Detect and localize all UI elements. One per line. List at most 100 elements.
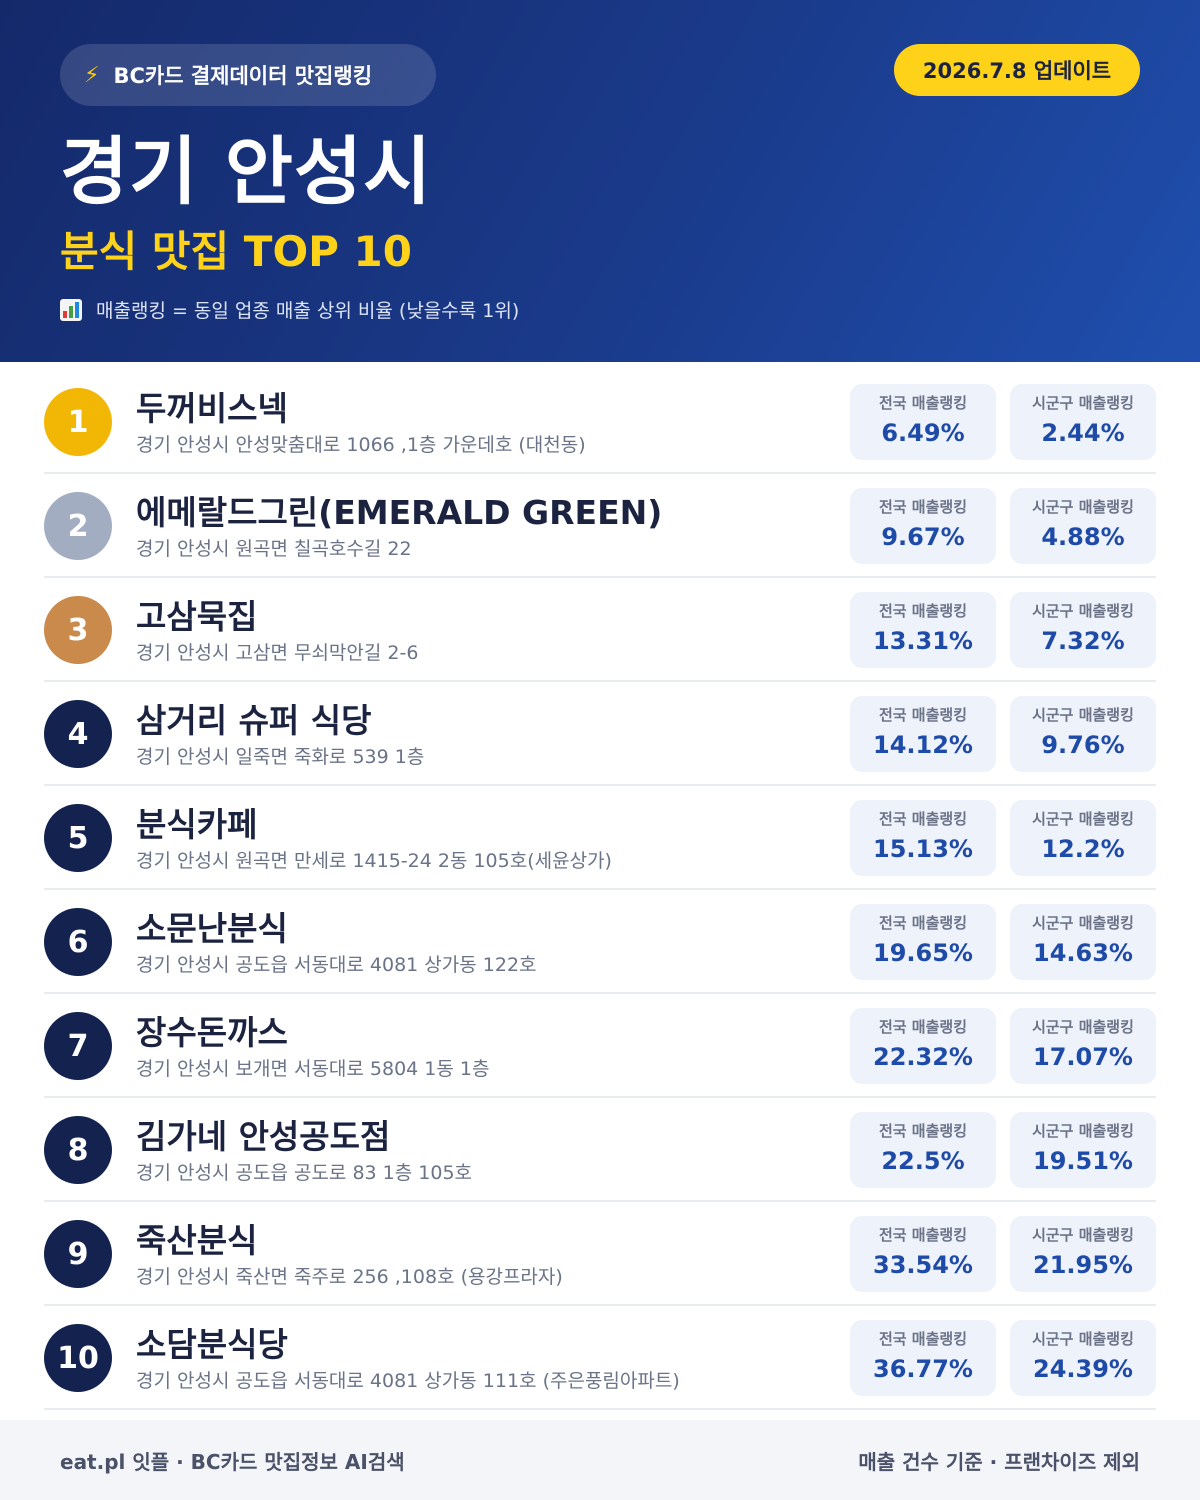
restaurant-name[interactable]: 두꺼비스넥 xyxy=(136,389,288,428)
local-ranking-value: 12.2% xyxy=(1041,835,1125,863)
restaurant-name[interactable]: 소문난분식 xyxy=(136,909,288,948)
local-ranking-card: 시군구 매출랭킹 19.51% xyxy=(1010,1112,1156,1188)
local-ranking-label: 시군구 매출랭킹 xyxy=(1032,1122,1134,1140)
bar-chart-icon xyxy=(60,298,82,321)
national-ranking-card: 전국 매출랭킹 9.67% xyxy=(850,488,996,564)
local-ranking-card: 시군구 매출랭킹 9.76% xyxy=(1010,696,1156,772)
ranking-note-text: 매출랭킹 = 동일 업종 매출 상위 비율 (낮을수록 1위) xyxy=(96,300,520,322)
restaurant-name[interactable]: 삼거리 슈퍼 식당 xyxy=(136,701,372,740)
restaurant-address: 경기 안성시 원곡면 칠곡호수길 22 xyxy=(136,538,412,560)
local-ranking-label: 시군구 매출랭킹 xyxy=(1032,1018,1134,1036)
restaurant-address: 경기 안성시 공도읍 서동대로 4081 상가동 111호 (주은풍림아파트) xyxy=(136,1370,680,1392)
national-ranking-label: 전국 매출랭킹 xyxy=(878,1226,968,1244)
local-ranking-card: 시군구 매출랭킹 17.07% xyxy=(1010,1008,1156,1084)
national-ranking-card: 전국 매출랭킹 22.32% xyxy=(850,1008,996,1084)
local-ranking-label: 시군구 매출랭킹 xyxy=(1032,394,1134,412)
footer-criteria: 매출 건수 기준 · 프랜차이즈 제외 xyxy=(858,1450,1140,1474)
restaurant-name[interactable]: 소담분식당 xyxy=(136,1325,288,1364)
national-ranking-card: 전국 매출랭킹 33.54% xyxy=(850,1216,996,1292)
restaurant-address: 경기 안성시 고삼면 무쇠막안길 2-6 xyxy=(136,642,419,664)
list-item[interactable]: 1 두꺼비스넥 경기 안성시 안성맞춤대로 1066 ,1층 가운데호 (대천동) 전… xyxy=(44,370,1156,474)
footer-source: eat.pl 잇플 · BC카드 맛집정보 AI검색 xyxy=(60,1450,405,1474)
list-item[interactable]: 2 에메랄드그린(EMERALD GREEN) 경기 안성시 원곡면 칠곡호수길 2… xyxy=(44,474,1156,578)
national-ranking-card: 전국 매출랭킹 15.13% xyxy=(850,800,996,876)
national-ranking-value: 15.13% xyxy=(873,835,973,863)
restaurant-name[interactable]: 김가네 안성공도점 xyxy=(136,1117,391,1156)
list-item[interactable]: 4 삼거리 슈퍼 식당 경기 안성시 일죽면 죽화로 539 1층 전국 매출랭킹 14… xyxy=(44,682,1156,786)
restaurant-name[interactable]: 고삼묵집 xyxy=(136,597,258,636)
rank-badge: 6 xyxy=(44,908,112,976)
local-ranking-value: 2.44% xyxy=(1041,419,1125,447)
header-banner: ⚡ BC카드 결제데이터 맛집랭킹 2026.7.8 업데이트 경기 안성시 분… xyxy=(0,0,1200,362)
update-badge: 2026.7.8 업데이트 xyxy=(894,44,1140,96)
national-ranking-label: 전국 매출랭킹 xyxy=(878,1330,968,1348)
local-ranking-label: 시군구 매출랭킹 xyxy=(1032,706,1134,724)
rank-badge: 2 xyxy=(44,492,112,560)
restaurant-name[interactable]: 분식카페 xyxy=(136,805,258,844)
national-ranking-label: 전국 매출랭킹 xyxy=(878,810,968,828)
restaurant-address: 경기 안성시 안성맞춤대로 1066 ,1층 가운데호 (대천동) xyxy=(136,434,586,456)
local-ranking-card: 시군구 매출랭킹 4.88% xyxy=(1010,488,1156,564)
ranking-note: 매출랭킹 = 동일 업종 매출 상위 비율 (낮을수록 1위) xyxy=(60,296,519,323)
local-ranking-card: 시군구 매출랭킹 12.2% xyxy=(1010,800,1156,876)
restaurant-address: 경기 안성시 공도읍 공도로 83 1층 105호 xyxy=(136,1162,473,1184)
lightning-icon: ⚡ xyxy=(84,62,100,88)
national-ranking-card: 전국 매출랭킹 22.5% xyxy=(850,1112,996,1188)
national-ranking-value: 36.77% xyxy=(873,1355,973,1383)
national-ranking-value: 6.49% xyxy=(881,419,965,447)
local-ranking-value: 19.51% xyxy=(1033,1147,1133,1175)
restaurant-name[interactable]: 에메랄드그린(EMERALD GREEN) xyxy=(136,493,663,532)
footer: eat.pl 잇플 · BC카드 맛집정보 AI검색 매출 건수 기준 · 프랜… xyxy=(0,1420,1200,1500)
national-ranking-label: 전국 매출랭킹 xyxy=(878,1122,968,1140)
list-item[interactable]: 9 죽산분식 경기 안성시 죽산면 죽주로 256 ,108호 (용강프라자) 전국 … xyxy=(44,1202,1156,1306)
list-item[interactable]: 10 소담분식당 경기 안성시 공도읍 서동대로 4081 상가동 111호 (주은… xyxy=(44,1306,1156,1410)
local-ranking-card: 시군구 매출랭킹 7.32% xyxy=(1010,592,1156,668)
local-ranking-label: 시군구 매출랭킹 xyxy=(1032,914,1134,932)
national-ranking-value: 19.65% xyxy=(873,939,973,967)
rank-badge: 7 xyxy=(44,1012,112,1080)
national-ranking-value: 9.67% xyxy=(881,523,965,551)
page-title: 경기 안성시 xyxy=(60,129,433,215)
rank-badge: 5 xyxy=(44,804,112,872)
local-ranking-card: 시군구 매출랭킹 24.39% xyxy=(1010,1320,1156,1396)
national-ranking-value: 22.32% xyxy=(873,1043,973,1071)
source-pill: ⚡ BC카드 결제데이터 맛집랭킹 xyxy=(60,44,436,106)
restaurant-name[interactable]: 장수돈까스 xyxy=(136,1013,288,1052)
national-ranking-label: 전국 매출랭킹 xyxy=(878,914,968,932)
local-ranking-value: 14.63% xyxy=(1033,939,1133,967)
list-item[interactable]: 3 고삼묵집 경기 안성시 고삼면 무쇠막안길 2-6 전국 매출랭킹 13.31% 시군… xyxy=(44,578,1156,682)
local-ranking-value: 21.95% xyxy=(1033,1251,1133,1279)
local-ranking-value: 17.07% xyxy=(1033,1043,1133,1071)
national-ranking-card: 전국 매출랭킹 6.49% xyxy=(850,384,996,460)
national-ranking-value: 13.31% xyxy=(873,627,973,655)
national-ranking-card: 전국 매출랭킹 19.65% xyxy=(850,904,996,980)
local-ranking-label: 시군구 매출랭킹 xyxy=(1032,602,1134,620)
local-ranking-value: 9.76% xyxy=(1041,731,1125,759)
national-ranking-label: 전국 매출랭킹 xyxy=(878,498,968,516)
restaurant-list: 1 두꺼비스넥 경기 안성시 안성맞춤대로 1066 ,1층 가운데호 (대천동) 전… xyxy=(44,370,1156,1410)
national-ranking-card: 전국 매출랭킹 14.12% xyxy=(850,696,996,772)
restaurant-address: 경기 안성시 원곡면 만세로 1415-24 2동 105호(세윤상가) xyxy=(136,850,612,872)
national-ranking-value: 33.54% xyxy=(873,1251,973,1279)
local-ranking-card: 시군구 매출랭킹 21.95% xyxy=(1010,1216,1156,1292)
national-ranking-value: 14.12% xyxy=(873,731,973,759)
local-ranking-card: 시군구 매출랭킹 14.63% xyxy=(1010,904,1156,980)
local-ranking-label: 시군구 매출랭킹 xyxy=(1032,498,1134,516)
local-ranking-card: 시군구 매출랭킹 2.44% xyxy=(1010,384,1156,460)
national-ranking-label: 전국 매출랭킹 xyxy=(878,394,968,412)
restaurant-address: 경기 안성시 보개면 서동대로 5804 1동 1층 xyxy=(136,1058,490,1080)
rank-badge: 4 xyxy=(44,700,112,768)
local-ranking-value: 7.32% xyxy=(1041,627,1125,655)
restaurant-name[interactable]: 죽산분식 xyxy=(136,1221,258,1260)
rank-badge: 8 xyxy=(44,1116,112,1184)
national-ranking-label: 전국 매출랭킹 xyxy=(878,602,968,620)
local-ranking-label: 시군구 매출랭킹 xyxy=(1032,1226,1134,1244)
local-ranking-value: 4.88% xyxy=(1041,523,1125,551)
restaurant-address: 경기 안성시 공도읍 서동대로 4081 상가동 122호 xyxy=(136,954,537,976)
national-ranking-label: 전국 매출랭킹 xyxy=(878,706,968,724)
national-ranking-card: 전국 매출랭킹 13.31% xyxy=(850,592,996,668)
